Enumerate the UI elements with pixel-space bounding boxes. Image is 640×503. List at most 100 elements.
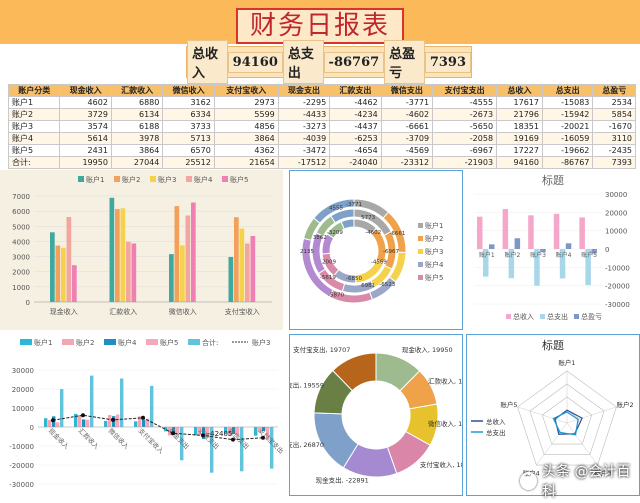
bar bbox=[104, 420, 108, 427]
bar bbox=[66, 216, 72, 302]
y-tick-label: 2000 bbox=[12, 269, 30, 277]
table-cell: 4362 bbox=[213, 144, 279, 157]
table-cell: -15083 bbox=[541, 96, 594, 109]
table-cell: 19169 bbox=[496, 132, 543, 145]
legend-swatch bbox=[506, 314, 511, 319]
legend-label: 账户1 bbox=[86, 175, 104, 184]
bar bbox=[483, 249, 489, 277]
table-cell: 6334 bbox=[162, 108, 215, 121]
radar-spoke bbox=[517, 406, 568, 424]
table-cell: 3864 bbox=[110, 144, 164, 157]
x-tick-label: 支付宝收入 bbox=[225, 307, 260, 316]
y-tick-label: 30000 bbox=[12, 367, 34, 375]
legend-swatch bbox=[20, 339, 32, 345]
table-cell: -3472 bbox=[277, 144, 331, 157]
x-tick-label: 账户2 bbox=[504, 251, 520, 259]
combo-chart-panel: 账户1 账户2 账户4 账户5 合计: 账户3 -30000 -20000 -10000 0 100… bbox=[0, 334, 286, 496]
table-cell: 5599 bbox=[213, 108, 279, 121]
x-tick-label: 支付宝支出 bbox=[257, 426, 283, 455]
y-tick-label: -10000 bbox=[9, 443, 34, 451]
legend-label: 账户3 bbox=[158, 175, 176, 184]
y-tick-label: 4000 bbox=[12, 238, 30, 246]
slice-label: 支付宝收入, 18449 bbox=[420, 460, 462, 469]
legend-label: 账户5 bbox=[160, 338, 178, 347]
data-label: 2135 bbox=[300, 249, 314, 255]
table-cell: 6134 bbox=[110, 108, 164, 121]
y-tick-label: 10000 bbox=[12, 405, 34, 413]
legend-label: 总收入 bbox=[513, 312, 534, 321]
chart-title: 标题 bbox=[542, 173, 564, 187]
table-cell: -4602 bbox=[380, 108, 434, 121]
y-tick-label: 20000 bbox=[605, 209, 627, 217]
table-cell: -19662 bbox=[541, 144, 594, 157]
table-row: 账户3 3574 6188 3733 4856 -3273 -4437 -6661 -5650 1… bbox=[7, 120, 636, 133]
bar bbox=[55, 245, 61, 302]
total-profit-value: 7393 bbox=[424, 51, 472, 73]
table-cell: 18351 bbox=[496, 120, 543, 133]
bar bbox=[266, 427, 270, 441]
bar bbox=[245, 243, 250, 302]
legend-label: 总支出 bbox=[547, 312, 568, 321]
table-cell: 3574 bbox=[59, 120, 112, 133]
legend-label: 账户2 bbox=[122, 175, 140, 184]
bar bbox=[86, 419, 90, 427]
donut-slice bbox=[332, 352, 377, 392]
table-cell: -16059 bbox=[541, 132, 594, 145]
table-cell: 27044 bbox=[110, 156, 164, 169]
bar bbox=[56, 422, 60, 427]
bar bbox=[477, 216, 483, 249]
legend-label: 账户4 bbox=[425, 260, 444, 269]
column-header: 汇款收入 bbox=[110, 84, 164, 97]
y-tick-label: 6000 bbox=[12, 208, 30, 216]
bar bbox=[210, 427, 214, 473]
y-tick-label: -30000 bbox=[9, 481, 34, 489]
table-cell: -15942 bbox=[541, 108, 594, 121]
x-tick-label: 汇款收入 bbox=[77, 426, 102, 451]
data-label: -6850 bbox=[346, 276, 362, 282]
bar bbox=[508, 249, 515, 279]
y-tick-label: 1000 bbox=[12, 284, 30, 292]
table-cell: 3729 bbox=[59, 108, 112, 121]
y-tick-label: 10000 bbox=[605, 228, 627, 236]
donut-chart: 现金收入, 19950 汇款收入, 15624 微信收入, 17568 支付宝收入, … bbox=[273, 345, 479, 485]
bar bbox=[72, 265, 77, 302]
radar-grid bbox=[529, 383, 605, 455]
legend-swatch bbox=[222, 176, 228, 182]
column-header: 总收入 bbox=[496, 84, 543, 97]
x-tick-label: 现金收入 bbox=[47, 426, 72, 451]
ring-slice bbox=[313, 198, 355, 224]
bar bbox=[185, 215, 191, 302]
data-label: -4569 bbox=[371, 259, 387, 265]
data-label: -4602 bbox=[365, 230, 381, 236]
bar bbox=[164, 427, 168, 432]
table-cell: -4433 bbox=[277, 108, 331, 121]
column-header: 汇款支出 bbox=[329, 84, 382, 97]
y-tick-label: -20000 bbox=[605, 283, 630, 291]
total-income-label: 总收入 bbox=[187, 40, 228, 84]
bar bbox=[78, 415, 82, 427]
column-header: 支付宝收入 bbox=[213, 84, 279, 97]
legend-swatch bbox=[186, 176, 192, 182]
y-tick-label: 0 bbox=[605, 246, 609, 254]
x-tick-label: 汇款收入 bbox=[109, 307, 137, 316]
bar bbox=[194, 427, 198, 436]
bar bbox=[198, 427, 202, 436]
radar-spoke bbox=[566, 422, 598, 466]
data-label: 6981 bbox=[361, 283, 375, 289]
table-cell: 3864 bbox=[213, 132, 279, 145]
column-header: 总盈亏 bbox=[592, 84, 636, 97]
legend-swatch bbox=[418, 262, 423, 267]
legend-swatch bbox=[104, 339, 116, 345]
table-cell: 17227 bbox=[496, 144, 543, 157]
line-point bbox=[171, 431, 175, 436]
table-cell: 合计: bbox=[7, 156, 61, 169]
radar-spoke bbox=[566, 406, 617, 424]
bar bbox=[109, 197, 115, 302]
legend-swatch bbox=[188, 339, 200, 345]
bar bbox=[270, 427, 274, 469]
bar bbox=[514, 238, 521, 249]
x-tick-label: 微信收入 bbox=[169, 307, 197, 316]
column-header: 微信收入 bbox=[162, 84, 215, 97]
legend-swatch bbox=[574, 314, 579, 319]
y-tick-label: 0 bbox=[26, 299, 30, 307]
